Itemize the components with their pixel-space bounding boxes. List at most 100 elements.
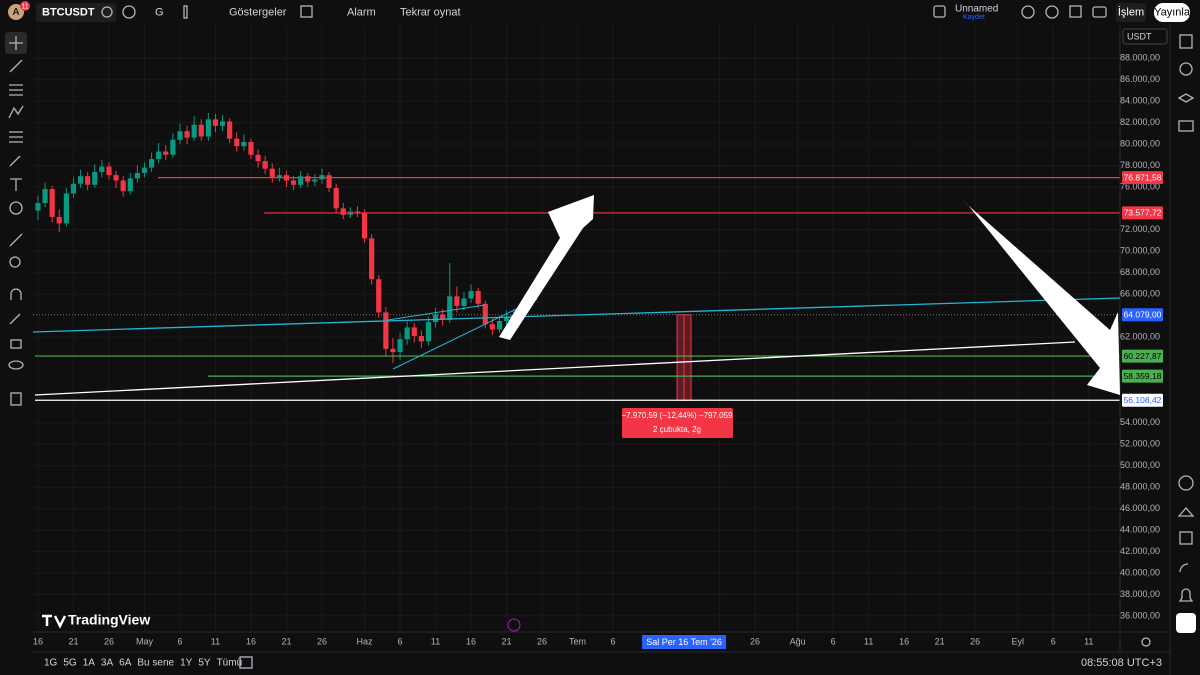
y-tick-label: 52.000,00 bbox=[1120, 439, 1160, 449]
bell-icon[interactable] bbox=[1178, 588, 1194, 602]
symbol-icon bbox=[101, 6, 113, 18]
top-bar: A 11 BTCUSDT G Göstergeler Alarm Tekrar … bbox=[0, 0, 1200, 25]
layers-icon[interactable] bbox=[1177, 93, 1195, 103]
ruler-tool[interactable] bbox=[9, 233, 23, 247]
candle-body bbox=[440, 314, 446, 320]
magnet-tool[interactable] bbox=[10, 288, 22, 300]
date-range-icon[interactable] bbox=[239, 656, 253, 669]
gear-icon[interactable] bbox=[1045, 5, 1059, 19]
symbol[interactable]: BTCUSDT bbox=[42, 6, 95, 18]
arrow-down[interactable] bbox=[961, 199, 1120, 395]
right-sidebar bbox=[1169, 25, 1196, 675]
range-button[interactable]: Bu sene bbox=[137, 658, 174, 669]
range-button[interactable]: 6A bbox=[119, 658, 132, 669]
chat-icon[interactable] bbox=[1178, 120, 1194, 132]
candle-body bbox=[369, 238, 375, 280]
fib-tool[interactable] bbox=[9, 84, 23, 96]
zoom-tool[interactable] bbox=[9, 256, 21, 268]
save[interactable]: Kaydet bbox=[963, 14, 985, 21]
target-icon[interactable] bbox=[1178, 475, 1194, 491]
trend-line-white[interactable] bbox=[34, 341, 1076, 396]
logo: TradingView bbox=[68, 612, 150, 628]
alert[interactable]: Alarm bbox=[347, 6, 376, 18]
chart-type-icon[interactable] bbox=[183, 5, 188, 19]
publish[interactable]: Yayınla bbox=[1154, 6, 1191, 18]
trade-btn[interactable] bbox=[1116, 3, 1146, 22]
badge bbox=[20, 1, 30, 11]
pattern-tool[interactable] bbox=[8, 105, 24, 119]
x-tick-label: 26 bbox=[970, 636, 980, 646]
x-tick-label: 6 bbox=[1051, 636, 1056, 646]
layout-icon[interactable] bbox=[933, 5, 946, 18]
ideas-icon[interactable] bbox=[1177, 507, 1195, 517]
range-button[interactable]: 1A bbox=[83, 658, 96, 669]
range-button[interactable]: Tümü bbox=[217, 658, 243, 669]
currency[interactable]: USDT bbox=[1127, 31, 1152, 41]
publish-btn[interactable] bbox=[1154, 3, 1190, 22]
range-button[interactable]: 5G bbox=[63, 658, 77, 669]
candle-body bbox=[290, 180, 297, 185]
candle-body bbox=[35, 203, 41, 211]
layout-name[interactable]: Unnamed bbox=[955, 4, 998, 15]
fullscreen-icon[interactable] bbox=[1069, 5, 1082, 18]
trade[interactable]: İşlem bbox=[1118, 5, 1144, 18]
interval[interactable]: G bbox=[155, 6, 164, 18]
add-symbol[interactable] bbox=[122, 5, 136, 19]
price-label-box bbox=[1122, 393, 1163, 407]
symbol-box[interactable] bbox=[36, 3, 116, 22]
lock-draw-tool[interactable] bbox=[9, 313, 21, 325]
events-icon[interactable] bbox=[507, 618, 521, 632]
snapshot-icon[interactable] bbox=[1092, 6, 1107, 18]
replay[interactable]: Tekrar oynat bbox=[400, 6, 461, 18]
cursor-date-box bbox=[642, 635, 727, 649]
y-tick-label: 78.000,00 bbox=[1120, 160, 1160, 170]
forecast-tool[interactable] bbox=[9, 131, 23, 143]
trend-line-cyan[interactable] bbox=[32, 297, 1121, 333]
stream-icon[interactable] bbox=[1179, 563, 1189, 573]
calendar-icon[interactable] bbox=[1179, 531, 1193, 545]
range-button[interactable]: 1G bbox=[44, 658, 58, 669]
y-tick-label: 50.000,00 bbox=[1120, 460, 1160, 470]
hide-tool[interactable] bbox=[8, 360, 24, 370]
logo-mark bbox=[42, 614, 67, 629]
candle-body bbox=[70, 183, 77, 194]
channel-upper[interactable] bbox=[387, 304, 486, 321]
trend-tool[interactable] bbox=[9, 59, 23, 73]
x-tick-label: 16 bbox=[466, 636, 476, 646]
alerts-icon[interactable] bbox=[1179, 62, 1193, 76]
text-tool[interactable] bbox=[10, 178, 22, 191]
measure-line1: −7.970,59 (−12,44%) −797.059 bbox=[622, 411, 734, 420]
bottom-bar: 08:55:08 UTC+3 1G 5G 1A 3A 6A Bu sene 1Y 5Y Tümü bbox=[33, 651, 1170, 669]
range-button[interactable]: 3A bbox=[101, 658, 114, 669]
candle-body bbox=[191, 124, 197, 138]
range-button[interactable]: 1Y bbox=[180, 658, 193, 669]
currency-box[interactable] bbox=[1122, 28, 1168, 45]
indicators[interactable]: Göstergeler bbox=[229, 6, 287, 18]
price-label-box bbox=[1122, 369, 1163, 383]
brush-tool[interactable] bbox=[9, 155, 21, 167]
x-tick-label: 26 bbox=[317, 636, 327, 646]
candle-body bbox=[99, 166, 105, 172]
watchlist-icon[interactable] bbox=[1179, 34, 1193, 49]
lock-tool[interactable] bbox=[10, 339, 22, 349]
cross-tool[interactable] bbox=[9, 36, 23, 50]
candle-body bbox=[468, 290, 474, 299]
candle-body bbox=[85, 176, 91, 185]
axis-settings[interactable] bbox=[1141, 637, 1151, 647]
range-button[interactable]: 5Y bbox=[198, 658, 211, 669]
candle-body bbox=[354, 211, 361, 213]
delete-tool[interactable] bbox=[10, 392, 22, 406]
channel-lower[interactable] bbox=[392, 298, 538, 370]
apps-button[interactable] bbox=[1176, 613, 1196, 633]
settings-icon[interactable] bbox=[1021, 5, 1035, 19]
templates-icon[interactable] bbox=[300, 5, 313, 18]
icon-tool[interactable] bbox=[9, 201, 23, 215]
price-label: 56.108,42 bbox=[1124, 395, 1162, 405]
arrow-up[interactable] bbox=[499, 195, 594, 340]
candle-body bbox=[227, 121, 233, 139]
candle-body bbox=[148, 159, 155, 168]
price-label: 76.871,58 bbox=[1124, 172, 1162, 182]
avatar[interactable] bbox=[8, 4, 24, 20]
left-toolbar bbox=[5, 32, 27, 406]
